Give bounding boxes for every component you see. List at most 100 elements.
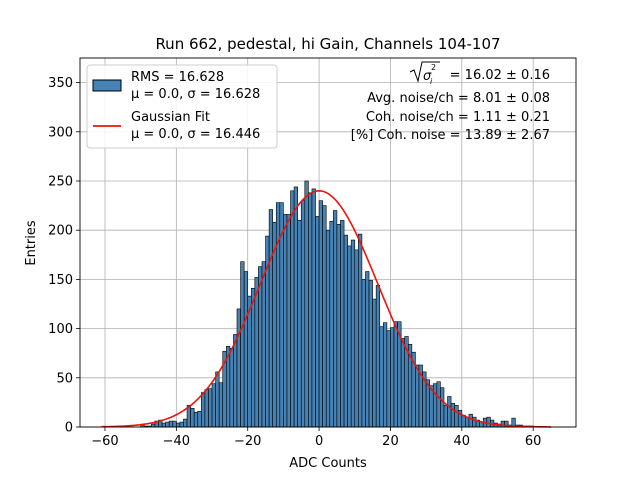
histogram-bar: [368, 280, 373, 428]
histogram-bar: [361, 279, 366, 428]
histogram-bar: [176, 422, 181, 428]
histogram-bar: [486, 416, 491, 428]
y-tick-label: 100: [48, 322, 73, 337]
histogram-bar: [204, 389, 209, 428]
histogram-bar: [318, 200, 323, 428]
histogram-bar: [372, 298, 377, 428]
histogram-bar: [322, 205, 327, 428]
histogram-bar: [350, 239, 356, 428]
histogram-bar: [336, 223, 341, 428]
histogram-bars: [140, 180, 534, 428]
histogram-bar: [432, 383, 438, 428]
histogram-bar: [193, 411, 199, 428]
histogram-bar: [390, 327, 395, 428]
histogram-bar: [311, 188, 316, 428]
x-tick-label: −20: [234, 434, 261, 449]
x-axis-label: ADC Counts: [289, 456, 367, 471]
avg-noise-annotation: Avg. noise/ch = 8.01 ± 0.08: [367, 91, 550, 106]
x-tick-label: −60: [91, 434, 118, 449]
histogram-bar: [325, 229, 331, 428]
histogram-bar: [315, 216, 320, 428]
histogram-bar: [440, 387, 445, 428]
histogram-bar: [247, 295, 252, 428]
histogram-bar: [236, 308, 241, 428]
histogram-bar: [233, 334, 238, 428]
histogram-bar: [268, 209, 273, 428]
plot-frame: [79, 57, 577, 428]
histogram-bar: [329, 221, 334, 428]
histogram-bar: [383, 322, 388, 428]
sigma-superscript: 2: [431, 63, 436, 72]
histogram-bar: [243, 271, 249, 428]
y-axis: 0 50 100 150 200 250 300 350: [48, 76, 80, 436]
histogram-bar: [258, 266, 263, 428]
histogram-bar: [300, 200, 306, 428]
histogram-bar: [208, 388, 213, 428]
sigma-value: = 16.02 ± 0.16: [450, 68, 550, 83]
x-tick-label: 0: [315, 434, 323, 449]
histogram-bar: [365, 271, 370, 428]
histogram-bar: [304, 180, 309, 428]
y-axis-label: Entries: [24, 220, 39, 266]
histogram-bar: [261, 261, 266, 428]
x-tick-label: 60: [525, 434, 542, 449]
histogram-bar: [347, 245, 352, 428]
coh-noise-annotation: Coh. noise/ch = 1.11 ± 0.21: [366, 110, 550, 125]
histogram-bar: [211, 383, 216, 428]
grid: [80, 58, 576, 428]
histogram-bar: [450, 403, 455, 428]
histogram-bar: [240, 261, 245, 428]
coh-noise-percent-annotation: [%] Coh. noise = 13.89 ± 2.67: [351, 128, 550, 143]
histogram-bar: [468, 413, 473, 428]
histogram-bar: [375, 285, 381, 428]
histogram-bar: [354, 249, 359, 428]
x-axis: −60 −40 −20 0 20 40 60: [91, 427, 541, 449]
histogram-bar: [465, 416, 470, 428]
histogram-bar: [183, 418, 188, 428]
histogram-bar: [308, 192, 313, 428]
legend-fit-subtitle: μ = 0.0, σ = 16.446: [131, 127, 260, 142]
histogram-bar: [190, 408, 195, 428]
histogram-bar: [215, 371, 220, 428]
histogram-bar: [218, 382, 224, 428]
legend: RMS = 16.628 μ = 0.0, σ = 16.628 Gaussia…: [86, 64, 278, 149]
histogram-bar: [283, 214, 288, 428]
histogram-bar: [447, 396, 452, 428]
histogram-bar: [165, 421, 170, 428]
x-tick-label: 20: [382, 434, 399, 449]
histogram-bar: [379, 326, 384, 428]
histogram-bar: [415, 364, 420, 428]
histogram-bar: [229, 347, 234, 428]
legend-box: [86, 64, 278, 149]
histogram-bar: [197, 410, 202, 428]
legend-histogram-label: RMS = 16.628: [131, 70, 224, 85]
chart-title: Run 662, pedestal, hi Gain, Channels 104…: [155, 35, 500, 53]
histogram-bar: [393, 321, 398, 428]
histogram-bar: [161, 422, 166, 428]
histogram-bar: [275, 202, 281, 428]
y-tick-label: 150: [48, 273, 73, 288]
histogram-bar: [297, 220, 302, 428]
y-tick-label: 0: [65, 421, 73, 436]
y-tick-label: 250: [48, 175, 73, 190]
y-tick-label: 50: [56, 371, 73, 386]
histogram-bar: [454, 405, 459, 428]
x-tick-label: 40: [454, 434, 471, 449]
sigma-formula: σ i 2 = 16.02 ± 0.16: [409, 61, 550, 86]
y-tick-label: 200: [48, 224, 73, 239]
histogram-bar: [290, 190, 295, 428]
x-tick-label: −40: [163, 434, 190, 449]
histogram-bar: [436, 381, 441, 428]
histogram-bar: [250, 287, 256, 428]
y-tick-label: 350: [48, 76, 73, 91]
histogram-bar: [333, 210, 338, 428]
histogram-bar: [443, 405, 448, 428]
histogram-bar: [254, 277, 259, 428]
sigma-subscript: i: [430, 77, 433, 86]
histogram-bar: [172, 420, 177, 428]
histogram-bar: [400, 338, 406, 428]
histogram-bar: [201, 392, 206, 428]
histogram-bar: [179, 421, 184, 428]
sigma-symbol: σ: [423, 69, 432, 84]
